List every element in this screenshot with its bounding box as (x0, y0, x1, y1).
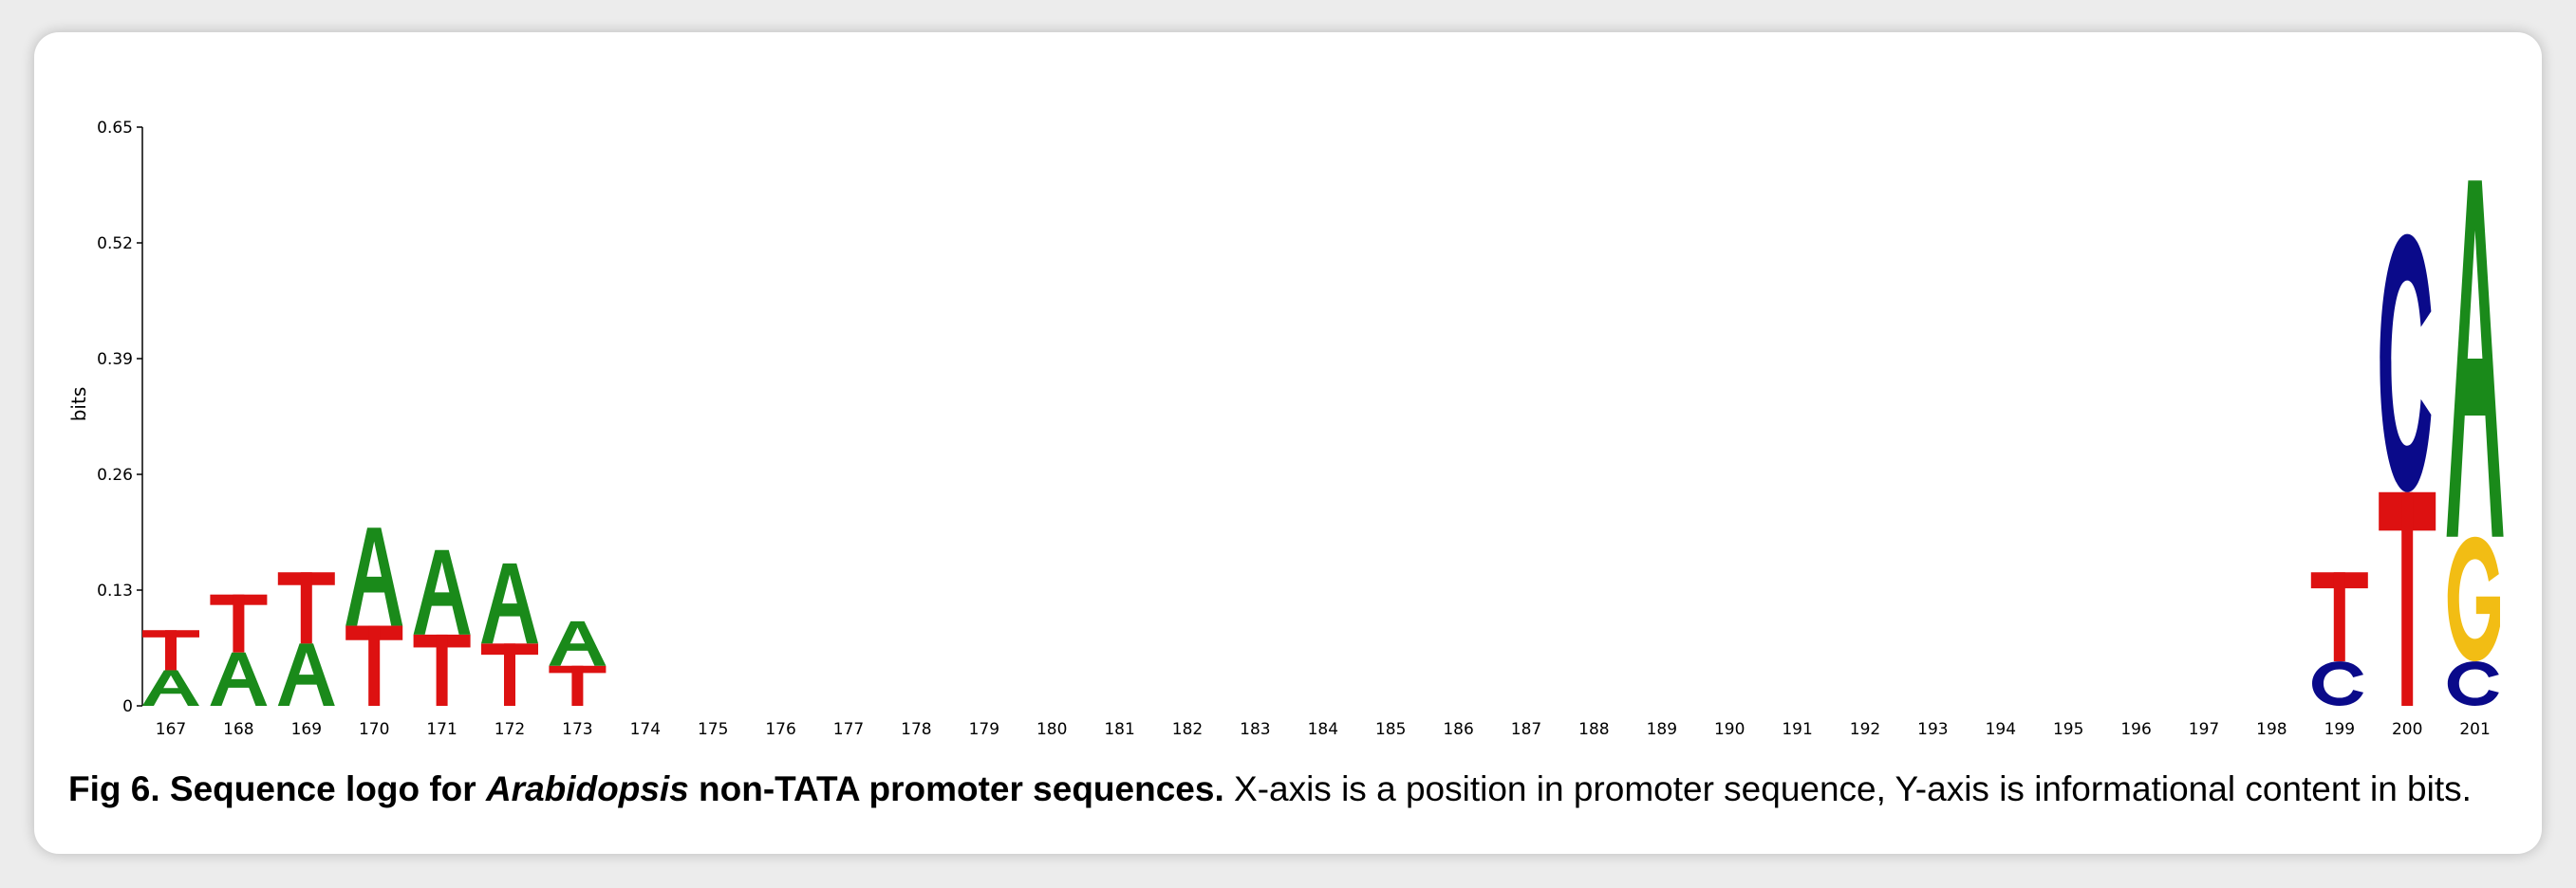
figure-caption: Fig 6. Sequence logo for Arabidopsis non… (68, 768, 2508, 811)
x-tick-label: 173 (562, 720, 592, 739)
logo-letter-t-pos-168 (210, 594, 268, 653)
x-tick-label: 168 (223, 720, 253, 739)
logo-letter-t-pos-173 (549, 665, 607, 706)
y-tick-label: 0 (122, 697, 133, 716)
logo-letter-a-pos-171 (413, 549, 471, 635)
x-tick-label: 169 (291, 720, 322, 739)
logo-letter-t-pos-199 (2310, 572, 2368, 662)
y-tick-label: 0.52 (97, 234, 133, 253)
logo-letter-c-pos-199 (2312, 661, 2363, 706)
x-tick-label: 191 (1782, 720, 1812, 739)
y-tick-label: 0.13 (97, 582, 133, 601)
logo-letters (142, 180, 2504, 706)
logo-letter-t-pos-171 (413, 634, 471, 706)
logo-letter-t-pos-172 (481, 643, 538, 706)
logo-letter-t-pos-200 (2379, 491, 2436, 706)
x-tick-label: 179 (969, 720, 999, 739)
logo-letter-a-pos-172 (481, 563, 538, 644)
caption-title-pre: Sequence logo for (169, 769, 486, 808)
x-tick-label: 198 (2256, 720, 2287, 739)
y-axis-label: bits (67, 387, 90, 422)
x-tick-label: 172 (495, 720, 525, 739)
logo-letter-t-pos-169 (277, 572, 335, 644)
caption-body: X-axis is a position in promoter sequenc… (1223, 769, 2472, 808)
x-tick-label: 187 (1511, 720, 1541, 739)
logo-letter-a-pos-173 (549, 620, 607, 666)
logo-letter-c-pos-201 (2447, 661, 2499, 706)
x-tick-label: 196 (2120, 720, 2151, 739)
x-tick-label: 193 (1917, 720, 1948, 739)
x-tick-label: 195 (2053, 720, 2083, 739)
logo-letter-t-pos-170 (345, 625, 403, 706)
x-tick-label: 170 (359, 720, 389, 739)
x-tick-label: 175 (698, 720, 728, 739)
logo-letter-g-pos-201 (2447, 536, 2500, 662)
logo-letter-a-pos-169 (277, 643, 335, 706)
caption-label: Fig 6. (68, 769, 160, 808)
x-tick-label: 197 (2189, 720, 2219, 739)
logo-letter-t-pos-167 (142, 630, 199, 671)
y-tick-label: 0.26 (97, 466, 133, 485)
x-tick-label: 183 (1240, 720, 1270, 739)
x-tick-label: 199 (2324, 720, 2355, 739)
x-tick-label: 171 (426, 720, 457, 739)
x-tick-label: 181 (1104, 720, 1134, 739)
logo-letter-a-pos-167 (142, 670, 199, 706)
x-tick-label: 174 (630, 720, 661, 739)
x-tick-label: 184 (1308, 720, 1338, 739)
logo-letter-a-pos-168 (210, 652, 268, 706)
logo-letter-a-pos-201 (2446, 180, 2504, 537)
x-tick-label: 167 (156, 720, 186, 739)
caption-title-post: non-TATA promoter sequences. (688, 769, 1224, 808)
x-tick-label: 200 (2392, 720, 2422, 739)
x-tick-label: 185 (1375, 720, 1406, 739)
x-tick-label: 182 (1172, 720, 1203, 739)
caption-title-italic: Arabidopsis (485, 769, 689, 808)
chart-axes: 0 0.13 0.26 0.39 0.52 0.65 167 168 169 170 171 172 1… (97, 119, 2491, 739)
x-tick-label: 192 (1850, 720, 1880, 739)
x-tick-label: 176 (765, 720, 795, 739)
y-tick-label: 0.65 (97, 119, 133, 138)
x-tick-label: 189 (1647, 720, 1677, 739)
x-tick-label: 178 (901, 720, 931, 739)
x-tick-label: 186 (1443, 720, 1473, 739)
y-tick-label: 0.39 (97, 350, 133, 369)
x-tick-label: 177 (833, 720, 864, 739)
x-tick-label: 194 (1986, 720, 2016, 739)
logo-letter-a-pos-170 (345, 527, 403, 626)
x-tick-label: 188 (1578, 720, 1609, 739)
x-tick-label: 201 (2459, 720, 2490, 739)
figure-card: 0 0.13 0.26 0.39 0.52 0.65 167 168 169 170 171 172 1… (34, 32, 2542, 854)
logo-letter-c-pos-200 (2380, 233, 2432, 492)
x-tick-label: 180 (1036, 720, 1067, 739)
sequence-logo-chart: 0 0.13 0.26 0.39 0.52 0.65 167 168 169 170 171 172 1… (67, 119, 2504, 739)
x-tick-label: 190 (1714, 720, 1745, 739)
